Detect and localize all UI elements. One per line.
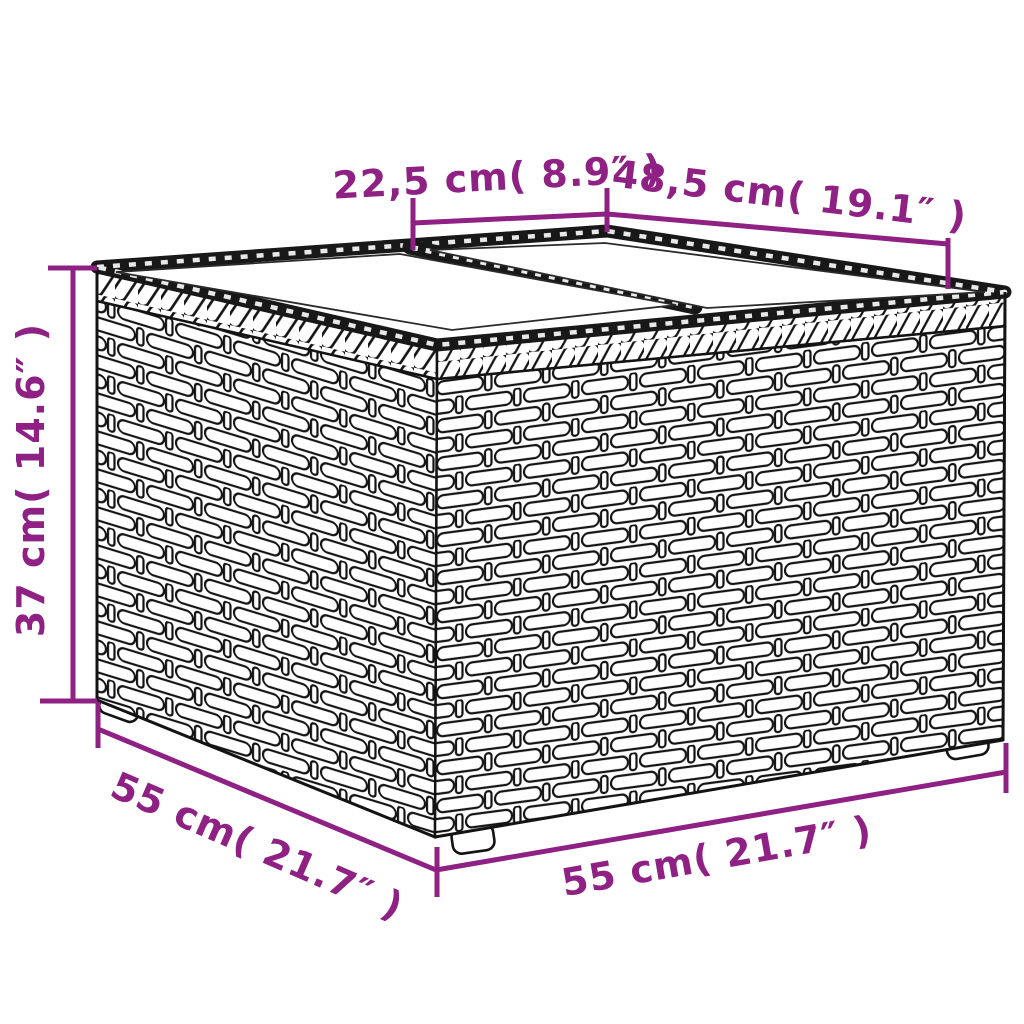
glass-panel-left <box>115 253 677 331</box>
height-dimension-label: 37 cm( 14.6″ ) <box>9 323 53 637</box>
dimension-lines <box>40 188 1009 897</box>
top-divider-strip-texture <box>411 245 694 309</box>
height-dimension-line <box>40 265 97 704</box>
top-left-dimension-line <box>410 188 610 250</box>
rattan-table-illustration <box>90 224 1012 855</box>
front-right-face <box>433 324 1007 839</box>
width-dimension-line <box>435 743 1009 873</box>
top-right-dimension-line <box>606 211 951 289</box>
top-right-dimension-label: 48,5 cm( 19.1″ ) <box>610 152 970 239</box>
table-outline <box>95 267 1007 839</box>
front-left-face <box>95 299 439 839</box>
glass-panel-right <box>429 242 986 309</box>
